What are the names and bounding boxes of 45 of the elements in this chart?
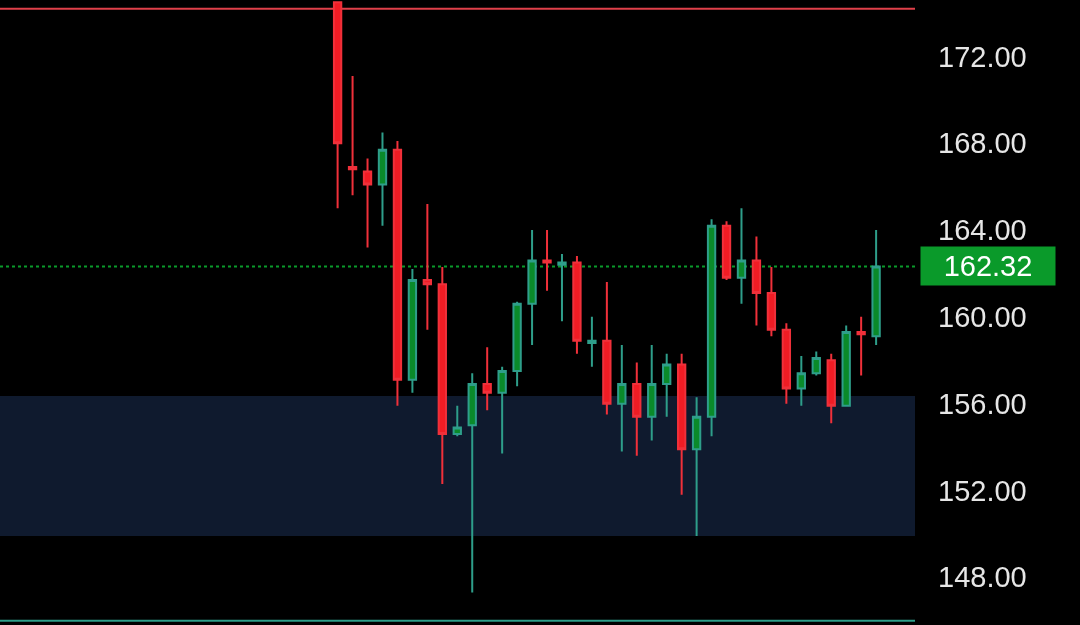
candlestick [407,268,418,394]
candlestick [632,361,642,457]
y-tick-label: 148.00 [938,561,1027,594]
candlestick [796,354,806,407]
y-tick-label: 168.00 [938,127,1027,160]
candlestick [452,404,462,438]
candlestick [691,396,702,538]
y-tick-label: 160.00 [938,300,1027,333]
y-tick-label: 152.00 [938,474,1027,507]
candlestick [527,229,537,347]
candlestick [617,344,627,453]
candlestick [706,218,717,438]
candlestick [362,157,373,249]
candlestick [392,140,403,407]
candlestick [437,265,447,485]
candlestick [826,352,836,425]
candlestick [871,229,881,347]
candlestick [811,350,821,377]
candlestick [332,1,343,210]
candlestick [766,265,777,338]
candlestick [482,346,492,412]
y-tick-label: 156.00 [938,387,1027,420]
candlestick [572,255,582,355]
candlestick [647,344,657,442]
y-tick-label: 172.00 [938,40,1027,73]
y-tick-label: 164.00 [938,214,1027,247]
candlestick [347,74,358,197]
candlestick [557,252,567,323]
candlestick [497,365,507,455]
candlestick [602,281,612,416]
candlestick [676,352,687,496]
candlestick [721,220,732,281]
ref-line-label: 162.32 [943,250,1033,282]
candlestick [512,300,522,388]
candlestick [587,315,597,368]
candlestick [856,315,866,377]
candlestick [422,202,433,331]
candlestick [377,131,388,227]
candlestick [751,235,762,327]
candlestick [736,207,747,305]
candlestick [841,324,851,407]
candlestick [467,372,477,594]
candlestick [781,322,792,405]
candlestick [542,229,552,292]
candlestick [662,352,672,418]
